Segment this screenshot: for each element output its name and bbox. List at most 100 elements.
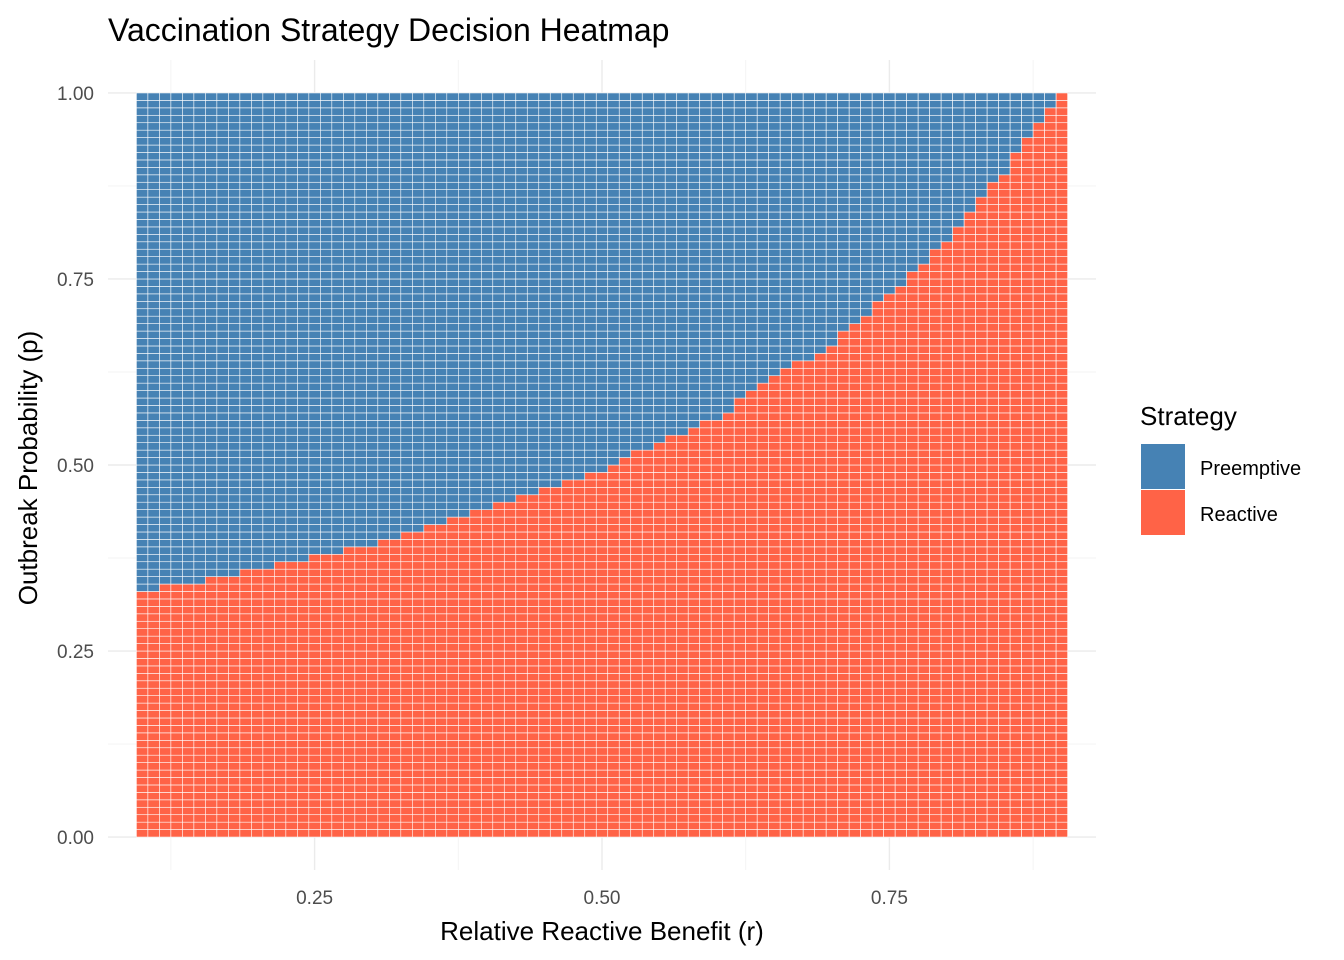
heatmap-cell [285,263,298,272]
heatmap-cell [377,628,390,637]
heatmap-cell [251,92,264,101]
heatmap-cell [584,650,597,659]
heatmap-cell [285,680,298,689]
heatmap-cell [400,732,413,741]
heatmap-cell [182,152,195,161]
heatmap-cell [492,546,505,555]
heatmap-cell [549,658,563,667]
heatmap-cell [423,546,436,555]
heatmap-cell [354,799,367,808]
heatmap-cell [377,762,390,771]
heatmap-cell [136,196,149,205]
heatmap-cell [159,434,172,443]
heatmap-cell [239,658,252,667]
heatmap-cell [308,687,321,696]
heatmap-cell [561,457,574,466]
heatmap-cell [618,345,632,354]
heatmap-cell [446,806,459,816]
heatmap-cell [159,583,172,592]
heatmap-cell [515,710,528,719]
heatmap-cell [205,300,218,310]
heatmap-cell [136,717,149,726]
heatmap-cell [630,464,643,473]
heatmap-cell [193,241,206,250]
heatmap-cell [503,695,517,704]
heatmap-cell [618,531,632,540]
heatmap-cell [618,568,632,577]
heatmap-cell [434,315,448,324]
heatmap-cell [515,725,528,734]
heatmap-cell [320,144,333,153]
heatmap-cell [343,152,356,161]
heatmap-cell [538,524,551,533]
heatmap-cell [664,137,678,146]
heatmap-cell [216,241,229,250]
heatmap-cell [205,129,218,138]
heatmap-cell [147,293,160,302]
heatmap-cell [630,92,643,101]
heatmap-cell [687,643,701,652]
heatmap-cell [412,382,425,391]
heatmap-cell [182,501,195,510]
heatmap-cell [457,613,471,622]
heatmap-cell [653,323,666,332]
heatmap-cell [480,241,494,250]
heatmap-cell [136,754,149,763]
heatmap-cell [687,501,701,510]
heatmap-cell [492,345,505,354]
heatmap-cell [285,792,298,801]
heatmap-cell [595,338,609,347]
heatmap-cell [480,92,494,101]
heatmap-cell [687,658,701,667]
heatmap-cell [607,821,620,830]
heatmap-cell [687,762,701,771]
heatmap-cell [446,92,459,101]
heatmap-cell [216,234,229,243]
heatmap-cell [412,390,425,399]
heatmap-cell [193,732,206,741]
heatmap-cell [297,181,310,190]
heatmap-cell [561,650,574,659]
heatmap-cell [653,211,666,220]
heatmap-cell [503,412,517,421]
heatmap-cell [285,286,298,295]
heatmap-cell [170,702,183,711]
heatmap-cell [239,583,252,592]
heatmap-cell [595,449,609,458]
heatmap-cell [308,531,321,540]
heatmap-cell [331,420,344,429]
heatmap-cell [354,204,367,213]
heatmap-cell [607,814,620,823]
heatmap-cell [572,211,586,220]
heatmap-cell [205,345,218,354]
heatmap-cell [377,725,390,734]
heatmap-cell [549,315,563,324]
heatmap-cell [630,360,643,369]
heatmap-cell [595,405,609,414]
heatmap-cell [469,420,482,429]
heatmap-cell [687,725,701,734]
heatmap-cell [274,702,287,711]
heatmap-cell [607,732,620,741]
heatmap-cell [182,561,195,570]
heatmap-cell [205,710,218,719]
heatmap-cell [182,702,195,711]
heatmap-cell [389,100,402,109]
heatmap-cell [630,591,643,600]
heatmap-cell [205,107,218,116]
heatmap-cell [147,278,160,287]
heatmap-cell [354,725,367,734]
heatmap-cell [607,427,620,436]
heatmap-cell [308,821,321,830]
heatmap-cell [480,784,494,793]
heatmap-cell [285,509,298,518]
heatmap-cell [561,122,574,131]
heatmap-cell [262,167,275,176]
heatmap-cell [515,442,528,451]
heatmap-cell [193,717,206,726]
heatmap-cell [515,702,528,711]
heatmap-cell [699,278,712,287]
heatmap-cell [503,710,517,719]
heatmap-cell [687,509,701,518]
heatmap-cell [457,598,471,607]
